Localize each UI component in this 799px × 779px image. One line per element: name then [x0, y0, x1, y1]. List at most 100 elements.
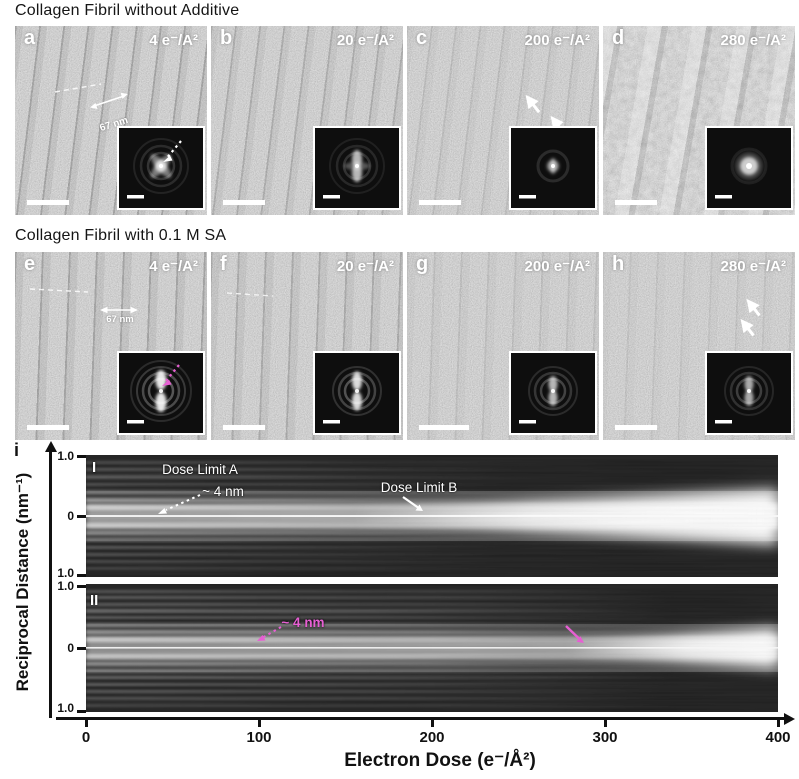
white-arrow — [525, 94, 541, 114]
tem-panel-e: e 4 e⁻/A² 67 nm — [15, 252, 207, 440]
arrowhead-right — [120, 92, 128, 99]
tem-panel-g: g 200 e⁻/A² — [407, 252, 599, 440]
panel-letter: c — [416, 27, 428, 49]
x-axis-arrowhead — [784, 712, 795, 725]
x-axis-label: Electron Dose (e⁻/Å²) — [344, 750, 536, 771]
y-tick — [77, 710, 86, 713]
tem-panel-c: c 200 e⁻/A² — [407, 26, 599, 215]
x-tick — [604, 719, 607, 727]
x-tick — [777, 719, 780, 727]
panel-letter: b — [220, 27, 233, 49]
y-axis-arrowhead — [44, 441, 57, 452]
panel-letter-i: i — [14, 440, 20, 460]
dose-limit-b-arrow — [402, 496, 419, 509]
dose-label: 20 e⁻/A² — [336, 32, 394, 49]
kymograph-panel-II — [86, 584, 778, 712]
subpanel-label-II: II — [90, 592, 99, 609]
section-title-with-sa: Collagen Fibril with 0.1 M SA — [15, 227, 227, 244]
panel-letter: a — [24, 27, 36, 49]
y-axis-label: Reciprocal Distance (nm⁻¹) — [13, 472, 32, 692]
x-tick-label: 0 — [81, 729, 91, 746]
arrowhead-left — [100, 306, 108, 314]
dose-limit-b-arrowhead — [415, 504, 423, 511]
arrowhead-left — [90, 103, 98, 109]
scale-bar — [615, 200, 657, 205]
x-tick-label: 400 — [765, 729, 791, 746]
tem-panel-f: f 20 e⁻/A² — [211, 252, 403, 440]
white-arrow — [740, 318, 755, 337]
panel-e-annotations — [29, 288, 138, 314]
fft-inset-h — [705, 351, 793, 435]
subpanel-label-I: I — [92, 459, 97, 476]
tem-panel-h: h 280 e⁻/A² — [603, 252, 795, 440]
panel-letter: d — [612, 27, 625, 49]
arrowhead-right — [130, 306, 138, 314]
dose-label: 200 e⁻/A² — [524, 258, 590, 275]
y-tick-label: 1.0 — [57, 701, 74, 715]
tem-panel-a: a 4 e⁻/A² 67 nm — [15, 26, 207, 215]
y-tick-label: 0 — [67, 509, 74, 523]
scale-bar — [615, 425, 657, 430]
scale-bar — [419, 425, 469, 430]
panel-letter: h — [612, 253, 625, 275]
dotted-arrowhead-magenta — [162, 379, 172, 386]
fft-inset-e — [117, 351, 205, 435]
x-tick — [85, 719, 88, 727]
x-axis-line — [56, 717, 786, 720]
inset-scale-bar — [127, 420, 144, 424]
y-tick-label: 1.0 — [57, 579, 74, 593]
4nm-label-II: ~ 4 nm — [281, 615, 325, 630]
dose-limit-b-label: Dose Limit B — [380, 480, 458, 495]
panel-a-annotations — [54, 83, 128, 109]
dotted-arrowhead — [163, 155, 173, 162]
4nm-dotted-arrow-magenta — [261, 626, 282, 639]
dotted-arrow — [165, 140, 182, 160]
inset-scale-bar — [127, 195, 144, 199]
dotted-arrow-magenta — [164, 364, 180, 383]
inset-scale-bar — [715, 420, 732, 424]
y-tick — [77, 574, 86, 577]
fft-inset-b — [313, 126, 401, 210]
panel-letter: f — [220, 253, 227, 275]
y-tick-label: 1.0 — [57, 449, 74, 463]
inset-scale-bar — [323, 195, 340, 199]
dose-label: 280 e⁻/A² — [720, 32, 786, 49]
fft-inset-c — [509, 126, 597, 210]
dose-limit-a-dotted-arrow — [165, 494, 201, 511]
section-title-without-additive: Collagen Fibril without Additive — [15, 2, 240, 19]
4nm-label-I: ~ 4 nm — [202, 484, 244, 499]
white-arrow — [746, 298, 761, 317]
panel-f-annotations — [226, 292, 274, 297]
scale-bar — [27, 200, 69, 205]
scale-bar — [223, 200, 265, 205]
dose-label: 280 e⁻/A² — [720, 258, 786, 275]
fft-inset-f — [313, 351, 401, 435]
y-tick — [77, 515, 86, 518]
scale-bar — [419, 200, 461, 205]
scale-bar — [223, 425, 265, 430]
dose-label: 4 e⁻/A² — [149, 32, 198, 49]
y-tick — [77, 647, 86, 650]
dose-limit-a-label: Dose Limit A — [162, 462, 238, 477]
solid-arrow-magenta — [565, 625, 581, 641]
dose-label: 4 e⁻/A² — [149, 258, 198, 275]
x-tick-label: 100 — [246, 729, 272, 746]
dashed-guide-line — [29, 288, 89, 293]
inset-scale-bar — [519, 420, 536, 424]
x-tick — [431, 719, 434, 727]
tem-panel-b: b 20 e⁻/A² — [211, 26, 403, 215]
inset-scale-bar — [323, 420, 340, 424]
x-tick-label: 200 — [419, 729, 445, 746]
dashed-guide-line — [226, 292, 274, 297]
solid-arrowhead-magenta — [576, 636, 584, 643]
x-tick-label: 300 — [592, 729, 618, 746]
dose-limit-a-arrowhead — [158, 508, 167, 514]
y-tick-label: 1.0 — [57, 566, 74, 580]
fft-inset-g — [509, 351, 597, 435]
double-arrow-line — [93, 95, 125, 107]
y-tick — [77, 585, 86, 588]
panel-letter: e — [24, 253, 36, 275]
scale-bar — [27, 425, 69, 430]
fft-inset-d — [705, 126, 793, 210]
